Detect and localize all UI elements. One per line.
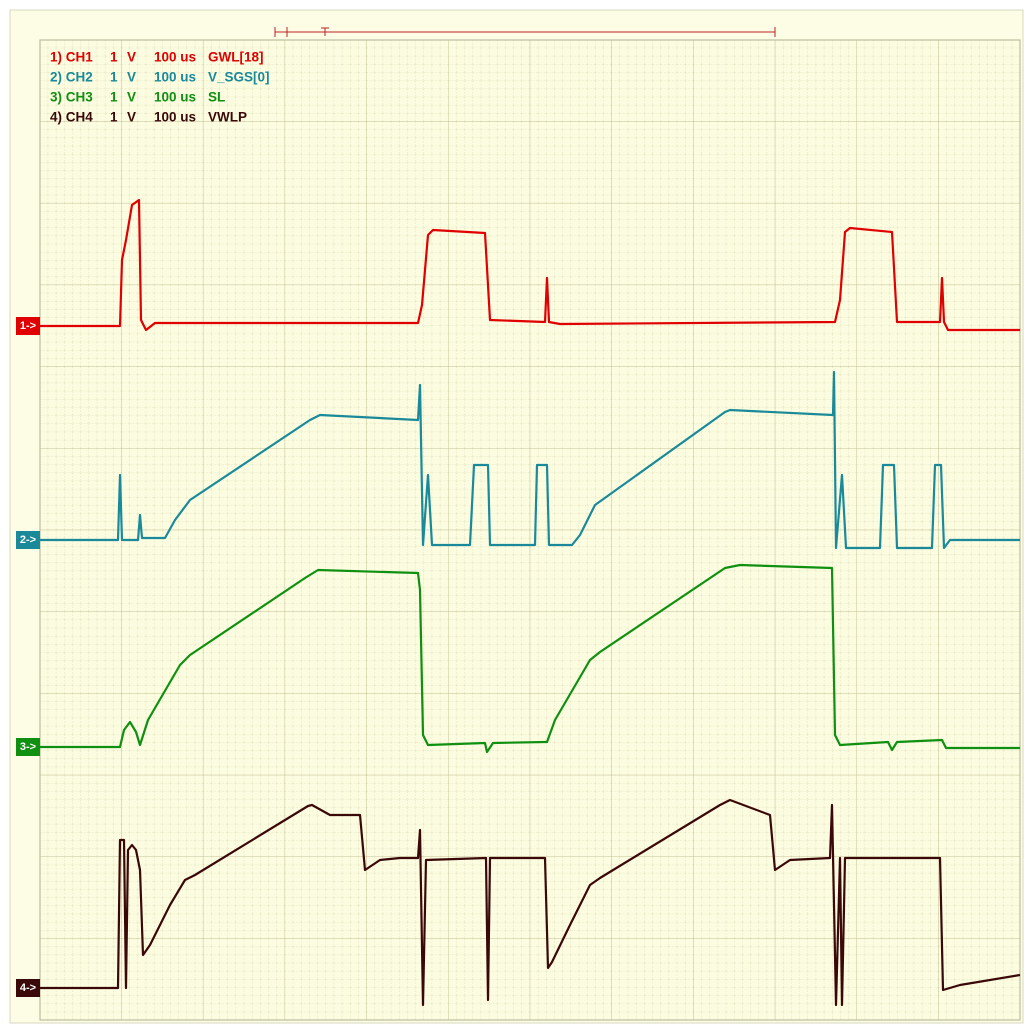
legend-channel: 2) CH2 [50,70,93,85]
legend-channel: 1) CH1 [50,50,93,65]
legend-name: GWL[18] [208,50,264,65]
legend-channel: 3) CH3 [50,90,93,105]
channel-marker [16,531,40,549]
channel-marker [16,738,40,756]
channel-marker-label: 3-> [20,741,36,753]
legend-timebase: 100 us [154,90,196,105]
legend-scale: 1 [110,90,118,105]
legend-scale: 1 [110,70,118,85]
time-bar [274,27,776,37]
legend-channel: 4) CH4 [50,110,93,125]
trace [40,798,1021,1007]
legend-name: V_SGS[0] [208,70,270,85]
channel-marker [16,979,40,997]
channel-marker-label: 2-> [20,534,36,546]
legend-unit: V [127,110,136,125]
major-grid [39,39,1021,1021]
legend-scale: 1 [110,50,118,65]
legend: 1) CH1 1 V 100 us GWL[18]2) CH2 1 V 100 us V_SGS… [50,50,270,125]
legend-timebase: 100 us [154,50,196,65]
trace [40,563,1020,754]
legend-scale: 1 [110,110,118,125]
legend-unit: V [127,50,136,65]
channel-marker-label: 1-> [20,320,36,332]
legend-name: VWLP [208,110,247,125]
legend-timebase: 100 us [154,110,196,125]
channel-marker-label: 4-> [20,982,36,994]
trace [40,198,1020,332]
channel-marker [16,317,40,335]
legend-timebase: 100 us [154,70,196,85]
legend-unit: V [127,70,136,85]
legend-unit: V [127,90,136,105]
trace [40,370,1020,550]
traces [40,198,1021,1007]
legend-name: SL [208,90,225,105]
